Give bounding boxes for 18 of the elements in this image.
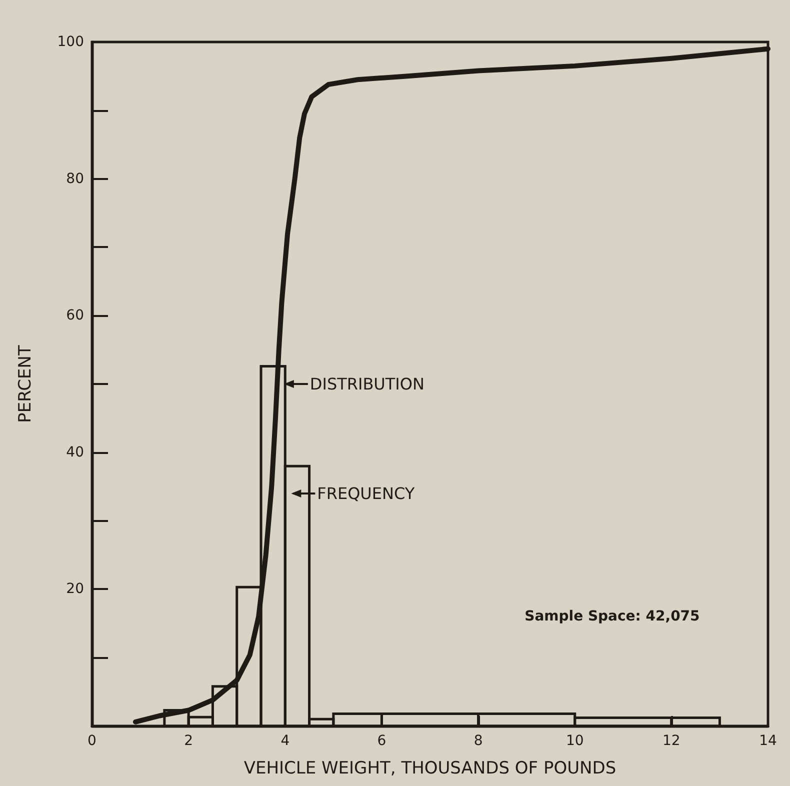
- annotation: Sample Space: 42,075: [524, 608, 700, 625]
- y-tick-label: 100: [57, 34, 84, 50]
- x-tick-label: 6: [377, 733, 386, 749]
- x-tick-label: 10: [566, 733, 584, 749]
- y-axis-title: PERCENT: [16, 344, 36, 423]
- x-tick-label: 0: [88, 733, 96, 749]
- x-tick-label: 8: [474, 733, 483, 749]
- x-tick-label: 2: [184, 733, 194, 749]
- x-axis-title: VEHICLE WEIGHT, THOUSANDS OF POUNDS: [244, 758, 616, 778]
- x-tick-label: 14: [759, 733, 777, 749]
- x-tick-label: 12: [662, 733, 680, 749]
- y-tick-label: 20: [66, 581, 84, 598]
- y-tick-label: 40: [66, 444, 84, 460]
- y-tick-label: 80: [66, 170, 84, 187]
- y-tick-label: 60: [66, 308, 84, 324]
- annotation: FREQUENCY: [317, 484, 415, 503]
- x-tick-label: 4: [280, 733, 290, 749]
- annotation: DISTRIBUTION: [310, 374, 424, 394]
